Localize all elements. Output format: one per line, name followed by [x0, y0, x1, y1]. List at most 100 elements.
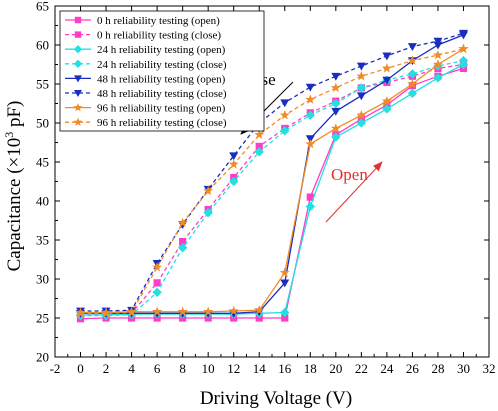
- legend-marker: [73, 45, 83, 54]
- x-tick-label: 6: [154, 361, 161, 376]
- series-layer: [75, 29, 469, 323]
- y-tick-label: 60: [36, 38, 49, 53]
- series-line: [80, 63, 464, 316]
- legend-marker: [73, 102, 83, 112]
- y-tick-label: 35: [36, 233, 49, 248]
- data-point: [229, 309, 239, 318]
- data-point: [407, 78, 418, 89]
- data-point: [177, 306, 188, 316]
- data-point: [229, 176, 239, 187]
- data-point: [356, 109, 367, 120]
- data-point: [331, 132, 341, 142]
- x-tick-label: 32: [483, 361, 496, 376]
- data-point: [305, 83, 315, 92]
- legend-marker: [73, 117, 83, 126]
- legend-label: 0 h reliability testing (open): [97, 15, 220, 27]
- data-point: [75, 308, 86, 318]
- x-tick-label: -2: [50, 361, 61, 376]
- x-tick-label: 20: [329, 361, 342, 376]
- x-tick-label: 14: [253, 361, 267, 376]
- series-line: [80, 67, 464, 320]
- x-axis-title: Driving Voltage (V): [200, 388, 352, 409]
- legend-marker: [74, 75, 82, 83]
- y-tick-label: 65: [36, 0, 49, 14]
- x-tick-label: 24: [380, 361, 394, 376]
- legend-label: 24 h reliability testing (close): [97, 59, 227, 71]
- data-point: [305, 110, 315, 120]
- data-point: [255, 142, 263, 150]
- data-point: [152, 262, 163, 272]
- data-point: [152, 287, 162, 297]
- legend-label: 24 h reliability testing (open): [97, 44, 226, 56]
- data-point: [203, 306, 214, 316]
- x-tick-label: 4: [128, 361, 135, 376]
- open-label: Open: [331, 165, 368, 184]
- series-line: [80, 48, 464, 314]
- data-point: [356, 83, 367, 93]
- data-point: [153, 279, 161, 287]
- series-line: [80, 48, 464, 314]
- series-3: [75, 55, 469, 321]
- data-point: [382, 76, 392, 85]
- data-point: [279, 109, 290, 120]
- data-point: [331, 107, 341, 116]
- legend-label: 48 h reliability testing (open): [97, 73, 226, 85]
- x-tick-label: 16: [278, 361, 292, 376]
- data-point: [228, 159, 239, 169]
- legend-box: [59, 10, 265, 132]
- data-point: [330, 123, 341, 133]
- data-point: [280, 99, 290, 108]
- data-point: [254, 147, 264, 157]
- x-tick-label: 28: [431, 361, 444, 376]
- data-point: [381, 63, 392, 73]
- data-point: [101, 308, 112, 318]
- data-point: [382, 104, 392, 114]
- data-point: [356, 70, 367, 81]
- data-point: [331, 98, 341, 109]
- data-point: [407, 88, 418, 99]
- data-point: [432, 49, 443, 60]
- legend-label: 48 h reliability testing (close): [97, 88, 227, 100]
- data-point: [179, 237, 187, 246]
- data-point: [203, 185, 214, 196]
- x-tick-label: 18: [304, 361, 317, 376]
- data-point: [280, 307, 290, 318]
- data-point: [306, 193, 314, 201]
- data-point: [382, 52, 392, 61]
- legend-marker: [74, 90, 82, 97]
- open-arrow: [325, 161, 383, 223]
- data-point: [432, 59, 443, 69]
- legend-marker: [73, 59, 83, 68]
- y-axis-title: Capacitance (×103 pF): [2, 101, 25, 272]
- data-point: [280, 279, 290, 288]
- data-point: [305, 94, 316, 104]
- series-line: [80, 63, 464, 315]
- data-point: [356, 118, 367, 128]
- x-tick-label: 22: [355, 361, 368, 376]
- x-tick-label: 12: [227, 361, 240, 376]
- data-point: [407, 69, 418, 79]
- data-point: [356, 92, 366, 101]
- legend-marker: [74, 31, 82, 38]
- data-point: [177, 217, 188, 228]
- y-tick-label: 30: [36, 272, 49, 287]
- x-tick-label: 2: [103, 361, 110, 376]
- data-point: [305, 201, 315, 212]
- y-tick-label: 50: [36, 116, 49, 131]
- x-tick-label: 26: [406, 361, 420, 376]
- data-point: [254, 304, 265, 315]
- data-point: [433, 73, 443, 83]
- data-point: [280, 126, 290, 136]
- x-tick-label: 8: [179, 361, 186, 376]
- x-tick-label: 0: [77, 361, 84, 376]
- series-line: [80, 32, 464, 312]
- legend-label: 0 h reliability testing (close): [97, 30, 221, 42]
- data-point: [458, 43, 469, 54]
- data-point: [203, 208, 213, 218]
- y-tick-label: 40: [36, 194, 49, 209]
- data-point: [281, 314, 289, 322]
- data-point: [331, 72, 341, 81]
- data-point: [458, 55, 469, 66]
- data-point: [381, 95, 392, 106]
